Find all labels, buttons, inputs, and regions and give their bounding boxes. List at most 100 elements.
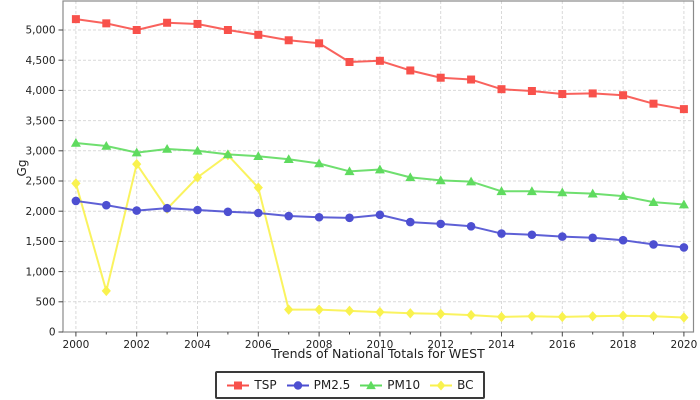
data-point [314,304,324,315]
data-point [648,311,659,322]
legend-item-tsp: TSP [226,378,277,392]
x-tick-label: 2002 [123,339,150,351]
data-point [558,232,567,241]
data-point [223,26,232,34]
data-point [557,187,568,197]
circle-marker-icon [286,380,309,390]
data-point [132,158,142,170]
legend-marker [234,381,243,389]
data-point [678,199,689,209]
ticks [58,29,685,337]
y-tick-label: 500 [35,297,55,309]
data-point [527,311,537,322]
x-tick-label: 2018 [610,339,637,351]
data-point [406,66,415,75]
y-tick-label: 0 [49,327,56,339]
x-tick-label: 2006 [245,339,272,351]
legend-marker [436,380,446,390]
data-point [345,213,354,223]
series-PM2.5 [71,196,689,252]
data-point [375,306,385,318]
x-axis-title: Trends of National Totals for WEST [271,346,485,361]
data-point [497,85,506,94]
data-point [71,196,81,206]
data-point [101,285,111,297]
diamond-marker-icon [430,380,453,390]
data-point [466,309,476,321]
y-tick-label: 1,000 [25,266,55,278]
data-point [163,18,172,27]
triangle-marker-icon [360,380,383,389]
x-tick-label: 2012 [427,339,454,351]
legend-item-pm10: PM10 [359,379,420,392]
data-point [466,222,476,231]
data-point [284,36,293,45]
legend-item-pm25: PM2.5 [286,379,350,392]
data-point [466,176,477,186]
data-point [527,87,536,96]
data-point [192,145,203,155]
legend-label: PM10 [387,378,421,392]
data-point [496,311,507,323]
data-point [70,137,81,147]
data-point [649,240,658,249]
data-point [587,188,598,198]
data-point [71,15,80,24]
data-point [315,39,324,48]
data-point [375,56,384,65]
data-point [192,172,203,183]
legend-marker [366,380,377,389]
tick-labels: 0 500 1,000 1,500 2,000 2,500 3,000 3,500 4,000 4… [25,25,697,351]
x-tick-label: 2020 [671,339,698,351]
y-tick-label: 1,500 [25,236,55,248]
data-point [344,166,355,176]
data-point [588,233,597,243]
data-point [436,73,445,82]
data-point [526,186,537,196]
y-tick-label: 5,000 [25,25,55,37]
data-point [497,229,506,238]
series-PM10 [70,137,689,209]
data-point [102,200,111,210]
data-point [131,147,142,157]
data-point [162,143,173,153]
data-point [374,164,385,174]
legend-label: BC [457,378,474,392]
y-tick-label: 4,500 [25,55,55,67]
data-point [649,99,658,108]
data-point [496,186,507,196]
data-point [254,30,263,39]
axis-box [62,0,695,333]
data-point [345,58,354,67]
data-point [588,89,597,98]
data-point [435,175,446,185]
data-point [253,182,263,193]
legend-row: TSP PM2.5 PM10 BC [0,371,700,399]
y-tick-label: 4,000 [25,85,55,97]
legend-item-bc: BC [429,378,474,392]
data-point [405,172,416,182]
y-tick-label: 2,000 [25,206,55,218]
data-point [375,210,385,220]
data-point [223,207,233,217]
data-point [467,75,476,84]
gridlines [63,1,694,332]
x-tick-label: 2016 [549,339,576,351]
x-tick-label: 2014 [488,339,515,351]
x-tick-label: 2004 [184,339,211,351]
x-tick-label: 2008 [306,339,333,351]
y-tick-label: 3,000 [25,146,55,158]
legend-label: TSP [254,378,277,392]
y-tick-label: 2,500 [25,176,55,188]
data-point [193,19,202,28]
data-point [406,217,415,227]
data-point [284,304,294,315]
data-point [405,308,415,319]
data-point [618,191,629,200]
data-point [162,203,172,213]
y-axis-label: Gg [15,159,29,177]
data-point [101,140,112,150]
data-point [253,208,263,218]
data-point [527,230,537,240]
